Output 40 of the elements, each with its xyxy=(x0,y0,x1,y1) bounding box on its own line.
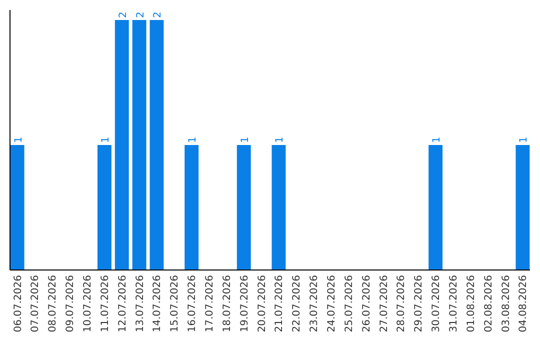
x-tick-label: 09.07.2026 xyxy=(65,275,76,332)
x-tick-label: 24.07.2026 xyxy=(326,275,338,332)
x-tick-label: 02.08.2026 xyxy=(483,275,494,332)
x-tick-label: 20.07.2026 xyxy=(256,275,268,332)
data-label: 1 xyxy=(274,136,286,143)
x-tick-label: 22.07.2026 xyxy=(292,275,303,332)
x-tick-label: 30.07.2026 xyxy=(431,275,442,332)
data-label: 2 xyxy=(152,12,164,18)
data-label: 1 xyxy=(240,136,251,143)
x-tick-label: 13.07.2026 xyxy=(134,275,146,332)
x-tick-label: 23.07.2026 xyxy=(309,275,320,332)
x-tick-label: 12.07.2026 xyxy=(117,275,128,332)
x-tick-label: 27.07.2026 xyxy=(378,275,390,332)
x-tick-label: 10.07.2026 xyxy=(82,275,94,332)
data-label: 2 xyxy=(118,12,129,18)
x-tick-label: 16.07.2026 xyxy=(187,275,198,332)
x-tick-label: 17.07.2026 xyxy=(204,275,216,332)
x-tick-label: 04.08.2026 xyxy=(518,275,530,332)
x-tick-label: 07.07.2026 xyxy=(30,275,42,332)
data-label: 1 xyxy=(188,136,199,143)
x-tick-label: 31.07.2026 xyxy=(448,275,460,332)
x-tick-label: 18.07.2026 xyxy=(222,275,233,332)
x-tick-label: 15.07.2026 xyxy=(170,275,181,332)
x-tick-label: 03.08.2026 xyxy=(500,275,512,332)
data-label: 1 xyxy=(13,136,24,143)
x-tick-label: 21.07.2026 xyxy=(274,275,286,332)
x-tick-label: 19.07.2026 xyxy=(239,275,250,332)
x-tick-label: 08.07.2026 xyxy=(48,275,59,332)
data-label: 1 xyxy=(518,136,530,143)
x-tick-label: 29.07.2026 xyxy=(414,275,425,332)
x-tick-label: 28.07.2026 xyxy=(396,275,408,332)
x-tick-label: 06.07.2026 xyxy=(12,275,24,332)
data-label: 2 xyxy=(135,12,146,18)
x-tick-label: 25.07.2026 xyxy=(344,275,355,332)
x-tick-label: 26.07.2026 xyxy=(361,275,372,332)
x-tick-label: 14.07.2026 xyxy=(152,275,164,332)
data-label: 1 xyxy=(100,136,112,143)
data-label: 1 xyxy=(432,136,443,143)
x-tick-label: 11.07.2026 xyxy=(100,275,111,332)
x-tick-label: 01.08.2026 xyxy=(466,275,477,332)
